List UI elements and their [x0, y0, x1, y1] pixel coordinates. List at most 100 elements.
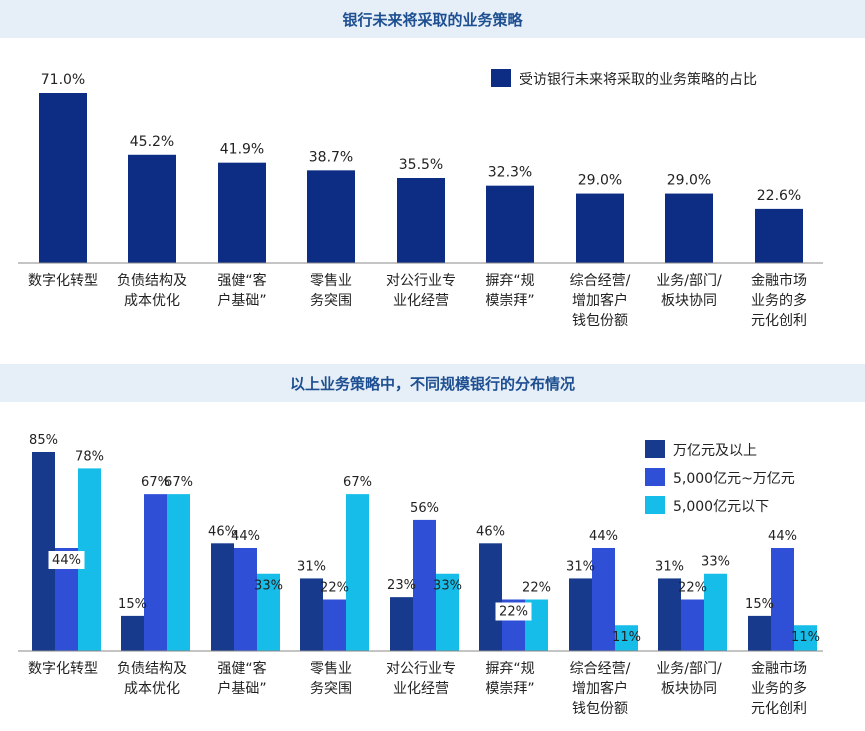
chart2-legend-swatch: [645, 496, 665, 514]
chart2-bar: [592, 547, 615, 651]
chart2-bar: [32, 452, 55, 651]
chart2-data-label: 22%: [678, 580, 707, 595]
chart2-bar: [78, 468, 101, 651]
chart2-category-label: 强健“客: [217, 660, 266, 677]
chart1-bar: [397, 178, 445, 263]
chart2-category-label: 元化创利: [751, 701, 807, 717]
chart2-bar: [748, 615, 771, 651]
chart1-category-label: 钱包份额: [572, 313, 628, 329]
chart2-data-label: 23%: [387, 578, 416, 593]
chart2-bar: [323, 599, 346, 651]
chart1-category-label: 业务/部门/: [656, 273, 722, 289]
chart2-data-label: 85%: [29, 433, 58, 448]
chart1-category-label: 务突围: [310, 293, 352, 309]
chart2-category-label: 负债结构及: [117, 661, 187, 677]
chart2-data-label: 11%: [791, 630, 820, 645]
chart2-data-label: 31%: [297, 559, 326, 574]
chart2-bar: [615, 625, 638, 651]
chart2-data-label: 44%: [768, 529, 797, 544]
chart2-bar: [144, 494, 167, 651]
chart2-category-label: 务突围: [310, 681, 352, 697]
chart2-data-label: 33%: [254, 579, 283, 594]
chart2-data-label: 31%: [566, 559, 595, 574]
chart2-bar: [569, 578, 592, 651]
chart1-bar: [307, 170, 355, 263]
chart1-category-label: 对公行业专: [386, 273, 456, 289]
chart1-category-label: 元化创利: [751, 313, 807, 329]
chart1-data-label: 22.6%: [757, 188, 801, 204]
chart2-data-label: 15%: [118, 597, 147, 612]
chart1-bar: [128, 154, 176, 263]
chart2-data-label: 46%: [476, 524, 505, 539]
chart1-category-label: 业化经营: [393, 293, 449, 309]
chart1-data-label: 71.0%: [41, 72, 85, 88]
chart2-bar: [413, 519, 436, 651]
chart2-bar: [211, 543, 234, 651]
chart2-category-label: 对公行业专: [386, 661, 456, 677]
chart2-data-label: 11%: [612, 630, 641, 645]
chart2-data-label: 67%: [343, 475, 372, 490]
chart1-data-label: 41.9%: [220, 142, 264, 158]
chart2-plot: 85%44%78%数字化转型15%67%67%负债结构及成本优化46%44%33…: [18, 433, 823, 717]
chart2-category-label: 板块协同: [661, 681, 717, 697]
chart2-bar: [436, 573, 459, 651]
chart2-category-label: 钱包份额: [572, 701, 628, 717]
chart1-data-label: 45.2%: [130, 134, 174, 150]
chart1-bar: [39, 93, 87, 263]
chart2-data-label: 15%: [745, 597, 774, 612]
chart2-bar: [167, 494, 190, 651]
chart2-data-label: 33%: [433, 579, 462, 594]
chart2-bar: [121, 615, 144, 651]
chart2-data-label: 31%: [655, 559, 684, 574]
chart2-bar: [704, 573, 727, 651]
chart1-category-label: 摒弃“规: [485, 273, 534, 289]
chart1-data-label: 32.3%: [488, 165, 532, 181]
chart1-category-label: 业务的多: [751, 292, 807, 309]
chart2-data-label: 44%: [589, 529, 618, 544]
chart1-category-label: 户基础”: [217, 292, 266, 309]
chart2-data-label: 22%: [522, 580, 551, 595]
chart2-category-label: 户基础”: [217, 680, 266, 697]
chart1-category-label: 综合经营/: [570, 273, 631, 289]
chart1-legend-label: 受访银行未来将采取的业务策略的占比: [519, 71, 757, 88]
chart1-data-label: 35.5%: [399, 157, 443, 173]
chart2-bar: [794, 625, 817, 651]
chart2-data-label: 56%: [410, 501, 439, 516]
chart1-title: 银行未来将采取的业务策略: [0, 0, 865, 38]
chart2-bar: [300, 578, 323, 651]
chart1-category-label: 增加客户: [572, 292, 628, 309]
chart2-data-label: 78%: [75, 449, 104, 464]
chart2-data-label: 67%: [141, 475, 170, 490]
chart1-data-label: 29.0%: [667, 173, 711, 189]
chart2-bar: [681, 599, 704, 651]
chart1-data-label: 38.7%: [309, 149, 353, 165]
chart2-bar: [257, 573, 280, 651]
chart1-bar: [665, 193, 713, 263]
chart2-title: 以上业务策略中，不同规模银行的分布情况: [0, 364, 865, 402]
chart2-bar: [346, 494, 369, 651]
chart2-data-label: 22%: [320, 580, 349, 595]
chart2-legend-swatch: [645, 440, 665, 458]
chart2-label-bg: [495, 602, 532, 621]
chart1-category-label: 强健“客: [217, 272, 266, 289]
chart1-bar: [755, 208, 803, 263]
chart2-legend-swatch: [645, 468, 665, 486]
chart2-bar: [479, 543, 502, 651]
chart1-category-label: 金融市场: [751, 272, 807, 289]
chart1-category-label: 模崇拜”: [485, 293, 534, 309]
chart2-data-label: 46%: [208, 524, 237, 539]
chart2-bar: [390, 597, 413, 651]
chart2-category-label: 业化经营: [393, 681, 449, 697]
chart1-category-label: 数字化转型: [28, 273, 98, 289]
chart2-bar: [234, 547, 257, 651]
chart2-category-label: 增加客户: [572, 680, 628, 697]
chart2-category-label: 金融市场: [751, 660, 807, 677]
chart1-category-label: 板块协同: [661, 293, 717, 309]
chart2-data-label: 44%: [52, 553, 81, 568]
chart2-legend-label: 5,000亿元以下: [673, 499, 769, 515]
chart2-label-bg: [48, 550, 85, 569]
chart2-category-label: 综合经营/: [570, 661, 631, 677]
chart2-data-label: 22%: [499, 604, 528, 619]
chart1-bar: [486, 185, 534, 263]
